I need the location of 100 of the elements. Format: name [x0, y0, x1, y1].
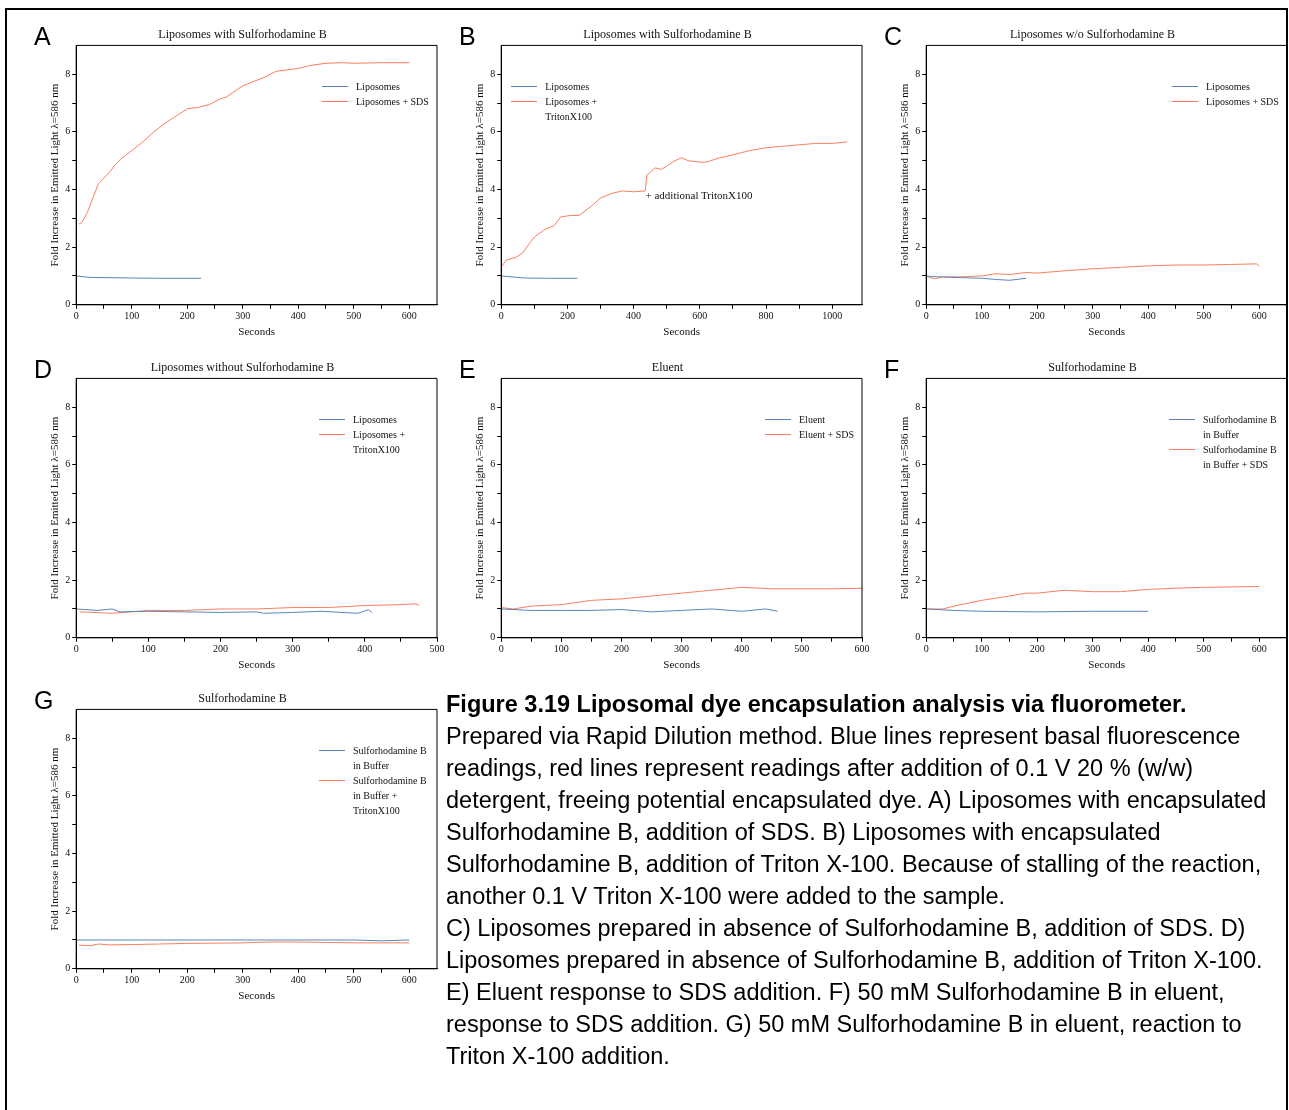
legend-label: Liposomes — [1206, 80, 1250, 95]
legend-label: Sulforhodamine B in Buffer + SDS — [1203, 443, 1278, 473]
y-tick-label: 0 — [915, 631, 921, 643]
y-tick-label: 8 — [915, 67, 921, 79]
x-tick-label: 200 — [559, 310, 575, 322]
text: Figure 3.19 Liposomal dye encapsulation analysis via fluorometer. — [446, 691, 1187, 717]
chart-title: Eluent — [651, 360, 684, 375]
x-tick-label: 400 — [290, 974, 306, 986]
x-tick-label: 300 — [1085, 310, 1101, 322]
x-tick-label: 400 — [1140, 643, 1156, 655]
y-tick-label: 8 — [65, 67, 71, 79]
y-tick-label: 2 — [65, 240, 71, 252]
x-tick-label: 1000 — [822, 310, 843, 322]
x-tick-label: 600 — [401, 974, 417, 986]
y-tick-label: 2 — [65, 904, 71, 916]
x-tick-label: 800 — [758, 310, 774, 322]
legend-label: Liposomes + SDS — [356, 95, 429, 110]
chart-title: Sulforhodamine B — [198, 691, 287, 706]
x-tick-label: 400 — [290, 310, 306, 322]
x-tick-label: 300 — [285, 643, 301, 655]
x-tick-label: 600 — [854, 643, 870, 655]
x-tick-label: 600 — [1251, 310, 1267, 322]
x-tick-label: 200 — [1029, 643, 1045, 655]
y-tick-label: 8 — [65, 731, 71, 743]
y-axis-title: Fold Increase in Emitted Light λ=586 nm — [48, 416, 61, 600]
chart-title: Sulforhodamine B — [1048, 360, 1137, 375]
y-tick-label: 2 — [65, 573, 71, 585]
x-tick-label: 500 — [1196, 310, 1212, 322]
x-tick-label: 500 — [429, 643, 445, 655]
y-axis-title: Fold Increase in Emitted Light λ=586 nm — [473, 83, 486, 267]
x-tick-label: 300 — [674, 643, 690, 655]
legend-label: Liposomes — [356, 80, 400, 95]
x-tick-label: 0 — [498, 310, 504, 322]
x-tick-label: 200 — [213, 643, 229, 655]
text: B — [459, 22, 476, 51]
y-axis-title: Fold Increase in Emitted Light λ=586 nm — [473, 416, 486, 600]
y-tick-label: 0 — [65, 631, 71, 643]
x-tick-label: 400 — [1140, 310, 1156, 322]
y-tick-label: 0 — [490, 631, 496, 643]
text: F — [884, 355, 900, 384]
y-tick-label: 0 — [915, 298, 921, 310]
y-tick-label: 2 — [915, 240, 921, 252]
x-tick-label: 200 — [179, 974, 195, 986]
x-tick-label: 400 — [626, 310, 642, 322]
x-tick-label: 200 — [179, 310, 195, 322]
x-tick-label: 100 — [974, 643, 990, 655]
y-axis-title: Fold Increase in Emitted Light λ=586 nm — [48, 747, 61, 931]
x-tick-label: 100 — [124, 974, 140, 986]
x-tick-label: 300 — [1085, 643, 1101, 655]
chart-title: Liposomes with Sulforhodamine B — [158, 27, 327, 42]
y-axis-title: Fold Increase in Emitted Light λ=586 nm — [898, 416, 911, 600]
y-tick-label: 4 — [915, 183, 921, 195]
legend-label: Sulforhodamine B in Buffer + TritonX100 — [353, 774, 428, 819]
chart-title: Liposomes without Sulforhodamine B — [150, 360, 335, 375]
legend-label: Eluent + SDS — [799, 428, 855, 443]
text: Prepared via Rapid Dilution method. Blue lines represent basal fluorescence readings, red lines represent readings after addition of 0.1 V 20 % (w/w) detergent, freeing potential encapsulated dye. A) Liposomes with encapsulated Sulforhodamine B, addition of SDS. B) Liposomes with encapsulated Sulforhodamine B, addition of Triton X-100. Because of stalling of the reaction, another 0.1 V Triton X-100 were added to the sample. — [446, 723, 1267, 909]
legend-label: Liposomes + TritonX100 — [353, 428, 407, 458]
y-tick-label: 6 — [65, 125, 71, 137]
y-tick-label: 8 — [490, 400, 496, 412]
y-axis-title: Fold Increase in Emitted Light λ=586 nm — [48, 83, 61, 267]
x-axis-title: Seconds — [238, 989, 275, 1002]
y-tick-label: 2 — [490, 240, 496, 252]
x-tick-label: 0 — [498, 643, 504, 655]
x-tick-label: 100 — [140, 643, 156, 655]
y-tick-label: 8 — [65, 400, 71, 412]
y-tick-label: 0 — [65, 962, 71, 974]
text: E — [459, 355, 476, 384]
text: G — [34, 686, 54, 715]
y-axis-title: Fold Increase in Emitted Light λ=586 nm — [898, 83, 911, 267]
chart-title: Liposomes w/o Sulforhodamine B — [1010, 27, 1175, 42]
x-tick-label: 400 — [357, 643, 373, 655]
text: A — [34, 22, 51, 51]
x-tick-label: 0 — [73, 310, 79, 322]
x-tick-label: 500 — [346, 310, 362, 322]
legend-label: Liposomes + TritonX100 — [545, 95, 599, 125]
y-tick-label: 6 — [915, 125, 921, 137]
x-tick-label: 500 — [346, 974, 362, 986]
x-tick-label: 600 — [401, 310, 417, 322]
legend-label: Sulforhodamine B in Buffer — [353, 744, 428, 774]
x-axis-title: Seconds — [238, 325, 275, 338]
y-tick-label: 4 — [490, 516, 496, 528]
y-tick-label: 6 — [490, 125, 496, 137]
y-tick-label: 4 — [65, 516, 71, 528]
text: C) Liposomes prepared in absence of Sulforhodamine B, addition of SDS. D) Liposomes prepared in absence of Sulforhodamine B, addition of Triton X-100. E) Eluent response to SDS addition. F) 50 mM Sulforhodamine B in eluent, response to SDS addition. G) 50 mM Sulforhodamine B in eluent, reaction to Triton X-100 addition. — [446, 915, 1263, 1069]
x-tick-label: 100 — [553, 643, 569, 655]
y-tick-label: 2 — [915, 573, 921, 585]
legend-label: Sulforhodamine B in Buffer — [1203, 413, 1278, 443]
x-tick-label: 0 — [73, 974, 79, 986]
annotation: + additional TritonX100 — [645, 188, 754, 201]
y-tick-label: 4 — [490, 183, 496, 195]
y-tick-label: 6 — [915, 458, 921, 470]
chart-title: Liposomes with Sulforhodamine B — [583, 27, 752, 42]
x-axis-title: Seconds — [238, 658, 275, 671]
x-tick-label: 100 — [974, 310, 990, 322]
x-tick-label: 300 — [235, 310, 251, 322]
x-tick-label: 600 — [692, 310, 708, 322]
x-tick-label: 0 — [923, 310, 929, 322]
x-axis-title: Seconds — [663, 325, 700, 338]
x-tick-label: 300 — [235, 974, 251, 986]
x-tick-label: 0 — [73, 643, 79, 655]
